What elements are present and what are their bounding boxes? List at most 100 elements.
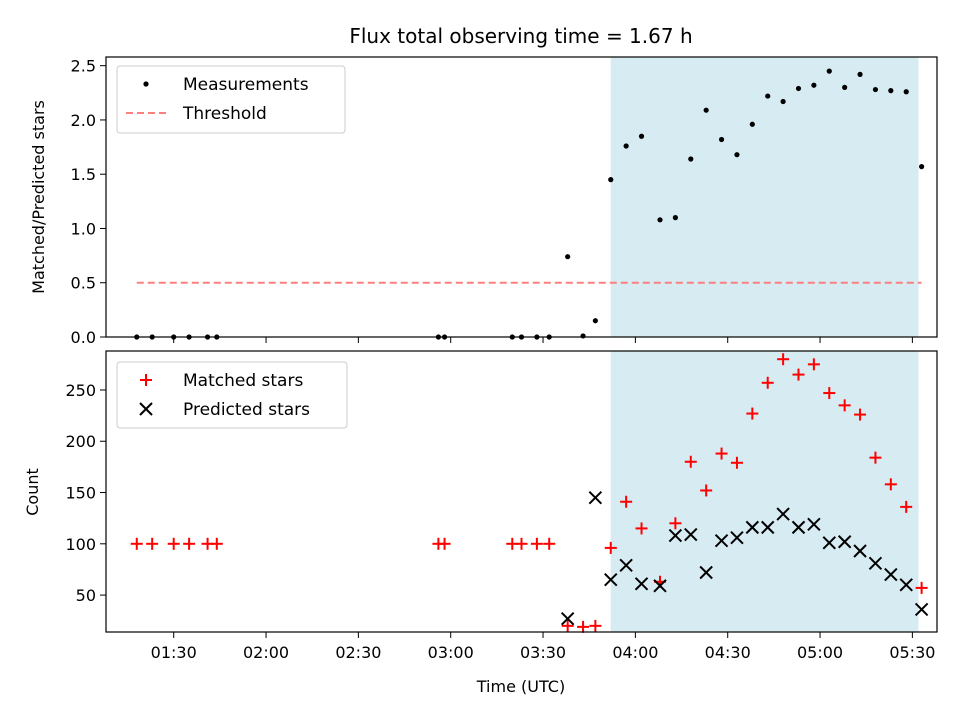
matched-point bbox=[515, 537, 528, 550]
predicted-point bbox=[699, 565, 713, 580]
matched-point bbox=[669, 517, 682, 530]
predicted-point bbox=[899, 578, 913, 592]
matched-point bbox=[589, 619, 602, 632]
y-tick-label: 0.0 bbox=[71, 328, 96, 347]
measurement-point bbox=[888, 88, 894, 94]
matched-point bbox=[715, 447, 728, 460]
matched-point bbox=[604, 541, 617, 554]
predicted-point bbox=[761, 520, 775, 535]
predicted-point bbox=[776, 507, 790, 521]
predicted-point bbox=[634, 577, 649, 591]
measurement-point bbox=[623, 143, 629, 149]
x-tick-label: 03:00 bbox=[428, 643, 474, 662]
matched-point bbox=[900, 500, 913, 513]
legend-measurements-label: Measurements bbox=[183, 75, 309, 95]
y-tick-label: 0.5 bbox=[71, 274, 96, 293]
predicted-point bbox=[619, 558, 633, 573]
predicted-point bbox=[560, 611, 575, 626]
matched-point bbox=[561, 619, 574, 632]
bottom-y-axis: 50 100 150 200 250 bbox=[65, 381, 106, 605]
matched-point bbox=[146, 537, 159, 550]
x-tick-label: 01:30 bbox=[151, 643, 197, 662]
x-tick-label: 04:30 bbox=[705, 643, 751, 662]
measurement-point bbox=[795, 85, 802, 92]
predicted-point bbox=[604, 572, 618, 587]
predicted-point bbox=[853, 544, 867, 558]
matched-point bbox=[838, 399, 851, 412]
y-tick-label: 2.0 bbox=[71, 111, 96, 130]
matched-point bbox=[807, 358, 820, 371]
top-y-axis-label: Matched/Predicted stars bbox=[29, 100, 48, 294]
measurement-point bbox=[734, 152, 740, 158]
matched-point bbox=[746, 407, 759, 420]
y-tick-label: 200 bbox=[65, 432, 96, 451]
predicted-point bbox=[684, 527, 698, 542]
matched-point bbox=[869, 451, 882, 464]
legend-matched-label: Matched stars bbox=[183, 371, 303, 391]
bottom-panel: 50 100 150 200 250 01:30 02:00 02:30 03:00 03:30… bbox=[23, 350, 938, 696]
bottom-axes-frame bbox=[105, 350, 938, 633]
matched-point bbox=[210, 537, 223, 550]
top-y-axis: 0.0 0.5 1.0 1.5 2.0 2.5 bbox=[71, 57, 106, 347]
predicted-point bbox=[884, 567, 898, 582]
bottom-y-axis-label: Count bbox=[23, 468, 42, 516]
predicted-point bbox=[791, 520, 806, 535]
legend-matched-marker bbox=[140, 374, 152, 386]
x-tick-label: 02:00 bbox=[243, 643, 289, 662]
y-tick-label: 2.5 bbox=[71, 57, 96, 76]
matched-point bbox=[577, 620, 590, 633]
y-tick-label: 50 bbox=[76, 586, 96, 605]
measurement-point bbox=[672, 215, 678, 221]
bottom-legend: Matched stars Predicted stars bbox=[116, 361, 348, 429]
measurement-point bbox=[580, 333, 586, 339]
predicted-point bbox=[588, 490, 603, 505]
measurement-point bbox=[703, 107, 709, 113]
x-tick-label: 02:30 bbox=[335, 643, 381, 662]
x-tick-label: 04:00 bbox=[612, 643, 658, 662]
matched-point bbox=[700, 484, 713, 497]
matched-point bbox=[130, 537, 143, 550]
predicted-point bbox=[668, 528, 683, 543]
top-legend: Measurements Threshold bbox=[116, 65, 346, 134]
measurement-point bbox=[657, 217, 663, 223]
measurement-point bbox=[780, 98, 786, 105]
measurement-point bbox=[565, 254, 571, 260]
predicted-point bbox=[730, 530, 744, 545]
x-tick-label: 05:00 bbox=[797, 643, 843, 662]
legend-threshold-label: Threshold bbox=[182, 104, 267, 124]
legend-predicted-label: Predicted stars bbox=[183, 400, 310, 420]
matched-point bbox=[438, 537, 451, 550]
predicted-point bbox=[822, 536, 836, 550]
legend-measurements-marker bbox=[143, 81, 149, 87]
chart-title: Flux total observing time = 1.67 h bbox=[349, 24, 692, 48]
x-tick-label: 05:30 bbox=[889, 643, 935, 662]
bottom-data-layer bbox=[130, 353, 929, 633]
top-shaded-span bbox=[610, 57, 919, 337]
matched-point bbox=[684, 455, 697, 468]
measurement-point bbox=[842, 84, 848, 90]
matched-point bbox=[761, 376, 774, 389]
measurement-point bbox=[857, 71, 863, 77]
measurement-point bbox=[592, 318, 598, 324]
matched-point bbox=[777, 353, 790, 366]
matched-point bbox=[183, 537, 196, 550]
x-axis-label: Time (UTC) bbox=[476, 677, 565, 696]
measurement-point bbox=[749, 121, 755, 127]
top-panel: 0.0 0.5 1.0 1.5 2.0 2.5 Matched/Predicted sta… bbox=[29, 56, 938, 347]
measurement-point bbox=[826, 68, 832, 74]
predicted-point bbox=[807, 517, 821, 532]
measurement-point bbox=[688, 156, 694, 162]
y-tick-label: 1.5 bbox=[71, 165, 96, 184]
y-tick-label: 150 bbox=[65, 484, 96, 503]
measurement-point bbox=[765, 93, 771, 99]
predicted-point bbox=[745, 520, 760, 535]
measurement-point bbox=[811, 82, 817, 88]
matched-point bbox=[635, 522, 648, 535]
y-tick-label: 250 bbox=[65, 381, 96, 400]
matched-point bbox=[823, 387, 836, 400]
predicted-point bbox=[837, 535, 852, 549]
measurement-point bbox=[903, 89, 909, 95]
matched-point bbox=[730, 456, 743, 469]
bottom-legend-box bbox=[116, 361, 348, 429]
